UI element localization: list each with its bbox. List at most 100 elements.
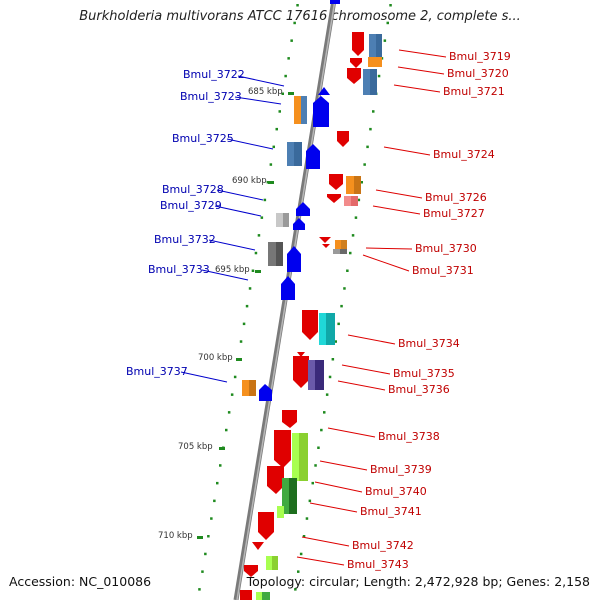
scale-dot [201, 570, 204, 573]
scale-dot [317, 446, 320, 449]
scale-dot [360, 181, 363, 184]
scale-dot [311, 481, 314, 485]
gene-label-bmul-3724[interactable]: Bmul_3724 [433, 148, 495, 161]
gene-label-bmul-3723[interactable]: Bmul_3723 [180, 90, 242, 103]
scale-dot [346, 269, 349, 272]
gene-label-bmul-3729[interactable]: Bmul_3729 [160, 199, 222, 212]
scale-dot [263, 198, 267, 202]
gene-label-bmul-3741[interactable]: Bmul_3741 [360, 505, 422, 518]
scale-label-705: 705 kbp [178, 442, 213, 452]
scale-dot [225, 428, 228, 432]
scale-label-695: 695 kbp [215, 265, 250, 275]
left-gene-labels: Bmul_3722 Bmul_3723 Bmul_3725 Bmul_3728 … [126, 68, 245, 378]
scale-dot [296, 4, 299, 7]
scale-label-700: 700 kbp [198, 353, 233, 363]
gene-label-bmul-3740[interactable]: Bmul_3740 [365, 485, 427, 498]
gene-label-bmul-3722[interactable]: Bmul_3722 [183, 68, 245, 81]
gene-label-bmul-3732[interactable]: Bmul_3732 [154, 233, 216, 246]
scale-dot [323, 411, 326, 414]
scale-label-685: 685 kbp [248, 87, 283, 97]
scale-dot [254, 251, 258, 255]
scale-dot [308, 499, 312, 503]
scale-dot [278, 110, 281, 113]
gene-label-bmul-3737[interactable]: Bmul_3737 [126, 365, 188, 378]
scale-dot [281, 92, 284, 95]
scale-dot [293, 21, 296, 25]
gene-label-bmul-3731[interactable]: Bmul_3731 [412, 264, 474, 277]
gene-label-bmul-3725[interactable]: Bmul_3725 [172, 132, 234, 145]
scale-dot [210, 517, 213, 520]
scale-dot [213, 499, 216, 503]
left-strand-features [242, 0, 340, 401]
scale-label-710: 710 kbp [158, 531, 193, 541]
scale-dot [351, 234, 355, 237]
gene-label-bmul-3736[interactable]: Bmul_3736 [388, 383, 450, 396]
scale-dot [377, 74, 381, 78]
scale-dot [248, 287, 252, 290]
gene-label-bmul-3720[interactable]: Bmul_3720 [447, 67, 509, 80]
right-gene-labels: Bmul_3719 Bmul_3720 Bmul_3721 Bmul_3724 … [347, 50, 511, 571]
scale-dot [369, 127, 372, 131]
scale-dot [266, 181, 270, 184]
scale-dot [207, 535, 210, 538]
scale-dots-outer [294, 4, 392, 591]
scale-dot [372, 110, 375, 113]
gene-label-bmul-3719[interactable]: Bmul_3719 [449, 50, 511, 63]
scale-dot [357, 198, 361, 202]
scale-dot [363, 163, 366, 166]
scale-dot [230, 393, 234, 396]
scale-dot [260, 216, 264, 219]
scale-dot [337, 322, 340, 326]
scale-dot [302, 535, 306, 538]
scale-dot [294, 588, 297, 591]
scale-dot [299, 552, 303, 556]
gene-label-bmul-3743[interactable]: Bmul_3743 [347, 558, 409, 571]
kbp-ticks [197, 92, 294, 539]
scale-dot [227, 411, 231, 414]
scale-dot [216, 481, 219, 485]
scale-dot [334, 340, 337, 343]
gene-label-bmul-3738[interactable]: Bmul_3738 [378, 430, 440, 443]
right-leaders [296, 49, 447, 566]
scale-dot [297, 570, 300, 573]
gene-label-bmul-3726[interactable]: Bmul_3726 [425, 191, 487, 204]
right-strand-features [240, 32, 382, 600]
scale-dot [239, 340, 243, 343]
scale-dot [349, 251, 352, 255]
gene-label-bmul-3733[interactable]: Bmul_3733 [148, 263, 210, 276]
scale-dot [320, 428, 323, 432]
scale-dot [198, 588, 201, 591]
map-title: Burkholderia multivorans ATCC 17616 chro… [79, 9, 521, 24]
scale-dot [386, 21, 389, 25]
scale-dot [269, 163, 273, 166]
accession-text: Accession: NC_010086 [9, 574, 152, 589]
topology-summary: Topology: circular; Length: 2,472,928 bp… [246, 574, 590, 589]
scale-dot [328, 375, 332, 379]
scale-dot [245, 304, 249, 308]
scale-dot [290, 39, 293, 42]
gene-label-bmul-3721[interactable]: Bmul_3721 [443, 85, 505, 98]
scale-dot [272, 145, 275, 149]
gene-label-bmul-3728[interactable]: Bmul_3728 [162, 183, 224, 196]
gene-label-bmul-3739[interactable]: Bmul_3739 [370, 463, 432, 476]
scale-dot [219, 464, 222, 467]
scale-dot [354, 216, 358, 219]
scale-dot [331, 358, 335, 361]
gene-label-bmul-3730[interactable]: Bmul_3730 [415, 242, 477, 255]
scale-dot [204, 552, 207, 556]
scale-dot [314, 464, 317, 467]
scale-dot [366, 145, 369, 149]
scale-dot [233, 375, 237, 379]
left-leaders [180, 75, 285, 383]
gene-label-bmul-3735[interactable]: Bmul_3735 [393, 367, 455, 380]
scale-dot [343, 287, 346, 290]
gene-label-bmul-3734[interactable]: Bmul_3734 [398, 337, 460, 350]
scale-label-690: 690 kbp [232, 176, 267, 186]
scale-dot [287, 57, 290, 60]
scale-dot [383, 39, 387, 42]
gene-label-bmul-3727[interactable]: Bmul_3727 [423, 207, 485, 220]
scale-dot [325, 393, 329, 396]
scale-dot [389, 4, 392, 7]
gene-label-bmul-3742[interactable]: Bmul_3742 [352, 539, 414, 552]
